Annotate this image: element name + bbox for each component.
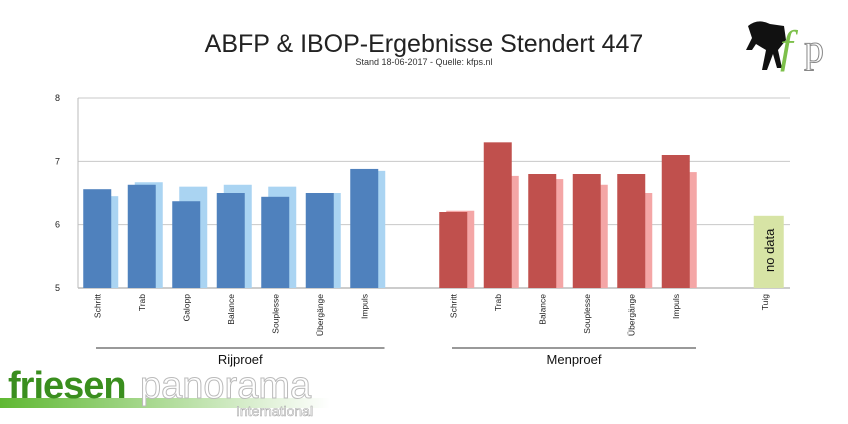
category-label: Übergänge — [315, 294, 325, 336]
bar-main — [350, 168, 379, 288]
bar-main — [83, 189, 112, 288]
category-label: Souplesse — [270, 294, 280, 334]
category-label: Übergänge — [626, 294, 636, 336]
bar-main — [439, 212, 468, 288]
category-label: Tuig — [760, 294, 770, 310]
category-label: Balance — [226, 294, 236, 325]
y-tick-label: 7 — [55, 156, 60, 166]
bar-main — [216, 193, 245, 288]
bar-main — [617, 174, 646, 288]
y-tick-label: 6 — [55, 220, 60, 230]
category-label: Trab — [493, 294, 503, 311]
bar-main — [305, 193, 334, 288]
y-tick-label: 8 — [55, 93, 60, 103]
category-label: Souplesse — [582, 294, 592, 334]
group-label: Rijproef — [218, 352, 263, 367]
no-data-annotation: no data — [762, 228, 777, 272]
category-label: Balance — [537, 294, 547, 325]
category-label: Galopp — [181, 294, 191, 322]
category-label: Impuls — [359, 294, 369, 319]
bar-main — [483, 142, 512, 288]
category-label: Schritt — [448, 293, 458, 318]
chart-subtitle: Stand 18-06-2017 - Quelle: kfps.nl — [355, 57, 493, 67]
category-label: Trab — [137, 294, 147, 311]
bar-main — [172, 201, 201, 288]
bar-main — [261, 196, 290, 288]
y-tick-label: 5 — [55, 283, 60, 293]
category-label: Schritt — [92, 293, 102, 318]
bar-tuig — [753, 215, 784, 288]
group-label: Menproef — [547, 352, 602, 367]
bar-main — [661, 155, 690, 288]
bar-main — [572, 174, 601, 288]
chart-title: ABFP & IBOP-Ergebnisse Stendert 447 — [204, 30, 644, 58]
bar-main — [127, 184, 156, 288]
category-label: Impuls — [671, 294, 681, 319]
bar-main — [528, 174, 557, 288]
